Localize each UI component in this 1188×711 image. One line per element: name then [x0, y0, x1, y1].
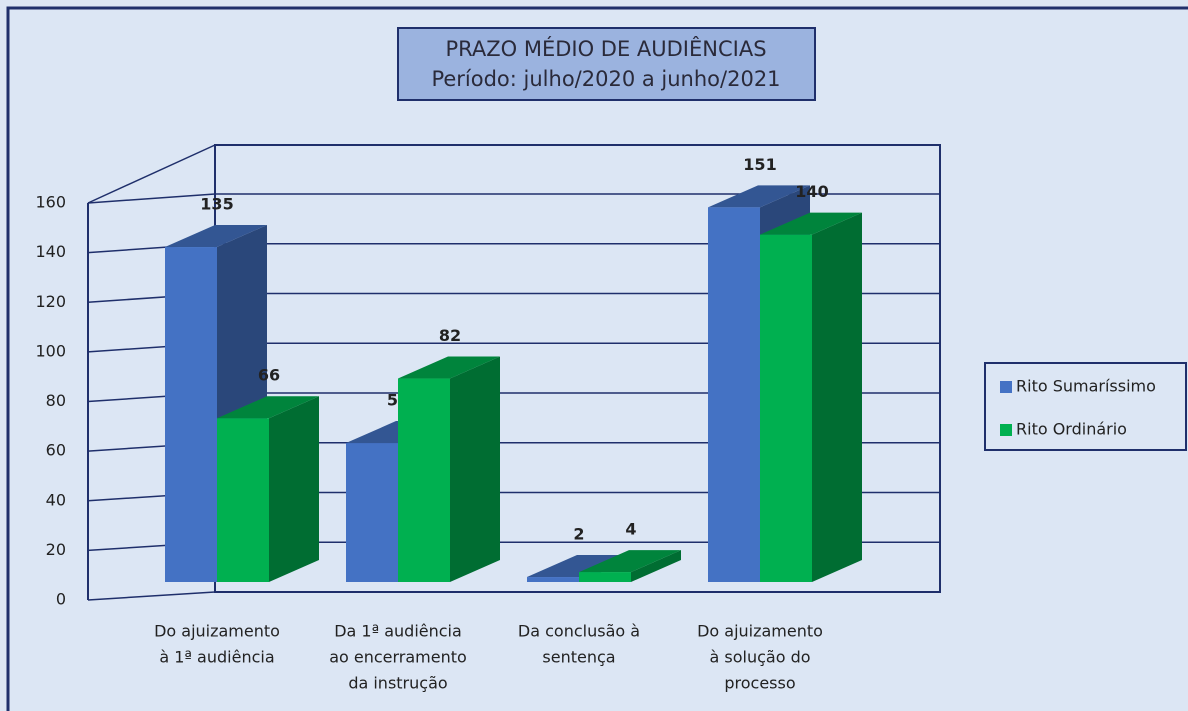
bar-side	[450, 356, 500, 582]
y-tick-label: 160	[35, 193, 66, 212]
x-tick-label: Do ajuizamento	[697, 622, 823, 641]
y-tick-label: 140	[35, 242, 66, 261]
legend-swatch	[1000, 424, 1012, 436]
data-label: 151	[743, 155, 776, 174]
x-tick-label: sentença	[542, 648, 615, 667]
y-tick-label: 40	[46, 490, 66, 509]
x-tick-label: à 1ª audiência	[159, 648, 274, 667]
bar	[708, 207, 760, 583]
y-tick-label: 100	[35, 341, 66, 360]
bar	[579, 572, 631, 582]
bar	[217, 418, 269, 582]
legend: Rito Sumaríssimo Rito Ordinário	[1000, 377, 1156, 439]
bar-top	[579, 550, 681, 573]
data-label: 66	[258, 366, 280, 385]
bars: 13556215166824140	[165, 155, 862, 583]
data-label: 135	[200, 195, 233, 214]
data-label: 140	[795, 182, 828, 201]
y-tick-label: 20	[46, 540, 66, 559]
data-label: 82	[439, 326, 461, 345]
y-tick-label: 120	[35, 292, 66, 311]
bar-top	[527, 555, 629, 578]
grid-line	[87, 591, 216, 601]
bar-top	[708, 185, 810, 208]
y-tick-label: 0	[56, 590, 66, 609]
x-tick-label: Da 1ª audiência	[334, 622, 462, 641]
chart-title: PRAZO MÉDIO DE AUDIÊNCIAS	[445, 36, 766, 61]
title-box	[397, 27, 816, 101]
x-tick-label: processo	[724, 674, 795, 693]
x-tick-label: da instrução	[348, 674, 447, 693]
bar-side	[269, 396, 319, 582]
bar	[398, 378, 450, 582]
bar-top	[760, 212, 862, 235]
bar	[346, 443, 398, 582]
frame	[6, 6, 1188, 711]
bar-top	[398, 356, 500, 379]
y-tick-label: 80	[46, 391, 66, 410]
x-tick-label: Do ajuizamento	[154, 622, 280, 641]
x-tick-label: à solução do	[709, 648, 810, 667]
data-label: 2	[573, 525, 584, 544]
bar-side	[631, 550, 681, 582]
grid-line	[87, 193, 216, 204]
bar	[165, 247, 217, 582]
legend-swatch	[1000, 381, 1012, 393]
bar-top	[217, 396, 319, 419]
bar-top	[165, 225, 267, 248]
data-label: 4	[625, 520, 636, 539]
x-tick-label: Da conclusão à	[518, 622, 640, 641]
y-tick-label: 60	[46, 441, 66, 460]
side-wall-top	[87, 144, 216, 204]
bar	[527, 577, 579, 582]
bar-side	[812, 212, 862, 582]
legend-label: Rito Ordinário	[1016, 420, 1127, 439]
legend-box	[984, 362, 1187, 451]
chart-subtitle: Período: julho/2020 a junho/2021	[431, 67, 780, 91]
legend-label: Rito Sumaríssimo	[1016, 377, 1156, 396]
bar	[760, 234, 812, 582]
x-tick-label: ao encerramento	[329, 648, 467, 667]
